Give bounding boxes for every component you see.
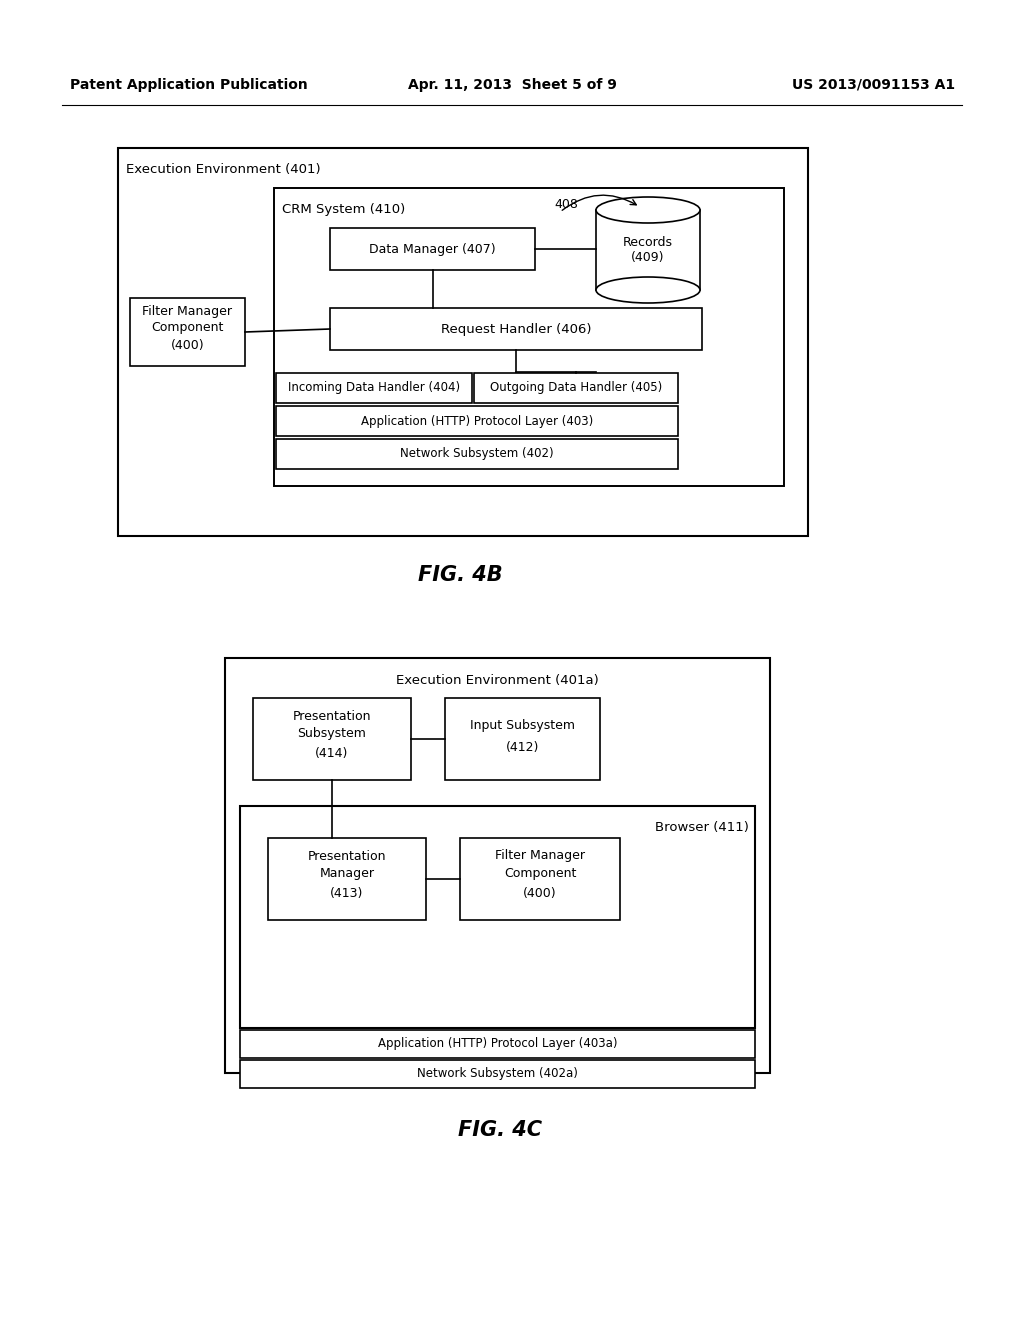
- Text: Records
(409): Records (409): [623, 236, 673, 264]
- Text: Execution Environment (401a): Execution Environment (401a): [396, 675, 599, 686]
- Text: Input Subsystem: Input Subsystem: [470, 719, 575, 733]
- Ellipse shape: [608, 197, 712, 223]
- Ellipse shape: [596, 197, 700, 223]
- Text: Execution Environment (401): Execution Environment (401): [126, 162, 321, 176]
- Text: (412): (412): [506, 742, 540, 755]
- Text: (413): (413): [331, 887, 364, 900]
- Bar: [608, 210, 712, 290]
- Ellipse shape: [596, 277, 700, 304]
- Bar: [445, 698, 600, 780]
- Text: Presentation: Presentation: [308, 850, 386, 862]
- Bar: [274, 187, 784, 486]
- Text: Component: Component: [152, 322, 223, 334]
- Text: Network Subsystem (402): Network Subsystem (402): [400, 447, 554, 461]
- Bar: [474, 374, 678, 403]
- Text: Incoming Data Handler (404): Incoming Data Handler (404): [288, 381, 460, 395]
- Text: Presentation: Presentation: [293, 710, 372, 722]
- Text: Network Subsystem (402a): Network Subsystem (402a): [417, 1068, 578, 1081]
- Text: Data Manager (407): Data Manager (407): [370, 243, 496, 256]
- Bar: [330, 228, 535, 271]
- Text: Application (HTTP) Protocol Layer (403): Application (HTTP) Protocol Layer (403): [360, 414, 593, 428]
- Ellipse shape: [603, 197, 707, 223]
- Bar: [240, 1060, 755, 1088]
- Bar: [240, 807, 755, 1028]
- Text: Filter Manager: Filter Manager: [495, 850, 585, 862]
- Text: Apr. 11, 2013  Sheet 5 of 9: Apr. 11, 2013 Sheet 5 of 9: [408, 78, 616, 92]
- Text: (414): (414): [315, 747, 349, 760]
- Bar: [596, 210, 700, 290]
- Text: 408: 408: [554, 198, 578, 210]
- Bar: [130, 298, 245, 366]
- Bar: [603, 210, 707, 290]
- Bar: [330, 308, 702, 350]
- Bar: [225, 657, 770, 1073]
- Text: (400): (400): [523, 887, 557, 900]
- Text: Component: Component: [504, 867, 577, 880]
- Text: Outgoing Data Handler (405): Outgoing Data Handler (405): [489, 381, 663, 395]
- Bar: [268, 838, 426, 920]
- Text: US 2013/0091153 A1: US 2013/0091153 A1: [792, 78, 955, 92]
- Ellipse shape: [608, 277, 712, 304]
- Text: Application (HTTP) Protocol Layer (403a): Application (HTTP) Protocol Layer (403a): [378, 1038, 617, 1051]
- Bar: [253, 698, 411, 780]
- Text: Patent Application Publication: Patent Application Publication: [70, 78, 308, 92]
- Text: Request Handler (406): Request Handler (406): [440, 322, 591, 335]
- Bar: [276, 407, 678, 436]
- Text: FIG. 4C: FIG. 4C: [458, 1119, 542, 1140]
- Text: (400): (400): [171, 339, 205, 352]
- Bar: [276, 374, 472, 403]
- Text: FIG. 4B: FIG. 4B: [418, 565, 503, 585]
- Text: Manager: Manager: [319, 867, 375, 880]
- Bar: [276, 440, 678, 469]
- Text: CRM System (410): CRM System (410): [282, 203, 406, 216]
- Bar: [240, 1030, 755, 1059]
- Bar: [460, 838, 620, 920]
- Text: Browser (411): Browser (411): [655, 821, 749, 834]
- Bar: [118, 148, 808, 536]
- Text: Subsystem: Subsystem: [298, 727, 367, 741]
- Text: Filter Manager: Filter Manager: [142, 305, 232, 318]
- Ellipse shape: [603, 277, 707, 304]
